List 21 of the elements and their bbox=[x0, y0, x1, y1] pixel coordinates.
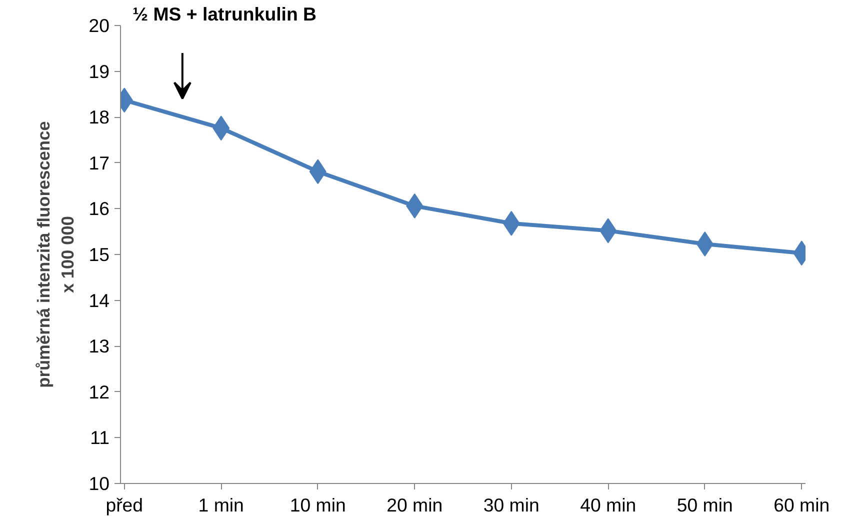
text: ½ MS + latrunkulin B bbox=[132, 4, 317, 24]
x-tick-label: před bbox=[106, 494, 144, 516]
y-tick-label: 17 bbox=[88, 152, 110, 174]
y-tick-label: 19 bbox=[88, 60, 110, 82]
y-tick-label: 15 bbox=[88, 244, 110, 265]
x-tick-label: 20 min bbox=[386, 494, 443, 516]
y-tick-label: 18 bbox=[88, 106, 110, 128]
x-tick-label: 40 min bbox=[580, 494, 636, 516]
x-tick-label: 50 min bbox=[676, 494, 733, 516]
x-tick-label: 30 min bbox=[483, 494, 540, 516]
y-tick-label: 12 bbox=[88, 381, 110, 402]
x-tick-label: 1 min bbox=[198, 494, 244, 516]
y-tick-label: 10 bbox=[88, 473, 110, 494]
y-tick-label: 16 bbox=[88, 198, 110, 220]
y-tick-label: 13 bbox=[88, 336, 110, 357]
x-tick-label: 10 min bbox=[290, 494, 346, 516]
y-tick-label: 20 bbox=[88, 15, 110, 36]
x-tick-label: 60 min bbox=[774, 494, 830, 516]
y-tick-label: 11 bbox=[90, 427, 110, 448]
y-tick-label: 14 bbox=[88, 290, 110, 311]
y-axis-title: průměrná intenzita fluorescence x 100 000 bbox=[34, 120, 78, 388]
